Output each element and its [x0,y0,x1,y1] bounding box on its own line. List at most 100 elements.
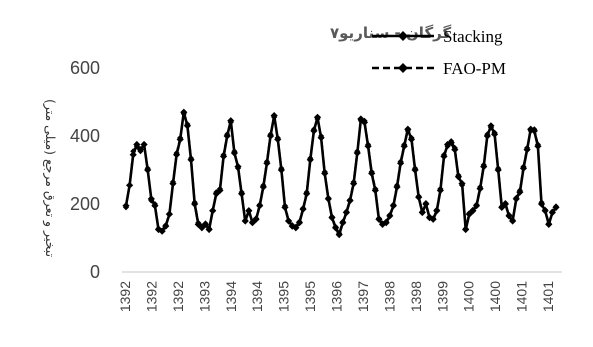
data-point [505,212,513,220]
data-point [462,225,470,234]
data-point [487,122,495,130]
x-tick-label: 1394 [223,281,239,312]
x-tick-label: 1401 [514,281,530,312]
data-point [144,166,152,174]
data-point [324,195,332,203]
data-point [241,217,249,225]
data-point [342,208,351,217]
data-point [165,210,173,218]
legend-item: FAO-PM [372,59,506,78]
data-point [469,207,477,215]
data-point [238,190,246,198]
legend: Stacking FAO-PM [372,27,506,78]
legend-label: FAO-PM [443,59,506,78]
data-point [389,202,397,210]
data-point [252,215,260,223]
data-point [541,207,549,215]
data-point [176,135,184,143]
data-point [126,181,134,189]
data-point [183,122,192,130]
x-tick-label: 1401 [540,281,556,312]
data-point [534,142,542,150]
data-point [480,163,488,171]
y-tick-label: 400 [70,126,100,146]
legend-marker [398,31,408,41]
data-point [317,134,325,142]
data-point [277,166,285,174]
x-tick-label: 1392 [170,281,186,312]
data-point [136,146,145,154]
data-point [393,183,401,191]
data-point [292,224,300,232]
data-point [476,185,484,193]
data-point [404,125,412,133]
data-point [328,214,336,222]
data-point [472,202,481,210]
data-point [375,215,383,223]
data-point [483,132,491,140]
data-point [490,130,499,138]
data-point [180,108,188,116]
x-tick-label: 1395 [302,281,318,312]
data-point [350,180,358,188]
x-tick-label: 1392 [117,281,133,312]
x-tick-label: 1398 [408,281,424,312]
data-point [209,207,217,215]
data-point [360,118,369,126]
data-point [303,190,311,198]
data-point [223,132,231,140]
y-tick-label: 600 [70,58,100,78]
data-point [451,146,459,154]
data-point [162,222,170,230]
data-point [230,149,239,157]
data-point [306,156,314,164]
data-point [285,217,293,225]
data-point [216,186,224,194]
plot-series [122,108,560,239]
data-point [371,186,379,194]
data-point [447,139,455,147]
data-point [436,186,444,194]
data-point [219,152,228,160]
data-point [172,151,181,159]
data-point [353,149,361,157]
data-point [234,163,242,171]
data-point [201,220,210,228]
x-tick-label: 1393 [196,281,212,312]
data-point [440,152,448,160]
data-point [509,217,517,225]
data-point [368,169,376,177]
y-tick-label: 0 [90,262,100,282]
data-point [122,202,130,210]
data-point [501,200,510,208]
series-stacking [122,108,560,239]
data-point [270,112,278,120]
data-point [313,113,322,121]
x-tick-label: 1395 [276,281,292,312]
x-tick-label: 1397 [355,281,371,312]
data-point [548,208,556,217]
data-point [397,159,405,167]
series-line [125,112,557,235]
data-point [259,183,267,191]
data-point [545,220,553,228]
data-point [335,231,343,239]
y-tick-label: 200 [70,194,100,214]
data-point [415,193,423,201]
data-point [346,197,354,205]
data-point [295,219,304,227]
data-point [418,208,426,217]
data-point [516,188,524,196]
x-tick-label: 1400 [461,281,477,312]
legend-marker [398,63,408,73]
x-tick-label: 1400 [487,281,503,312]
data-point [187,156,195,164]
data-point [256,202,264,210]
data-point [498,203,506,211]
x-tick-label: 1396 [329,281,345,312]
data-point [263,159,271,167]
data-point [158,227,166,235]
y-axis-title: تبخیر و تعرق مرجع (میلی متر) [42,99,58,258]
data-point [266,132,275,140]
